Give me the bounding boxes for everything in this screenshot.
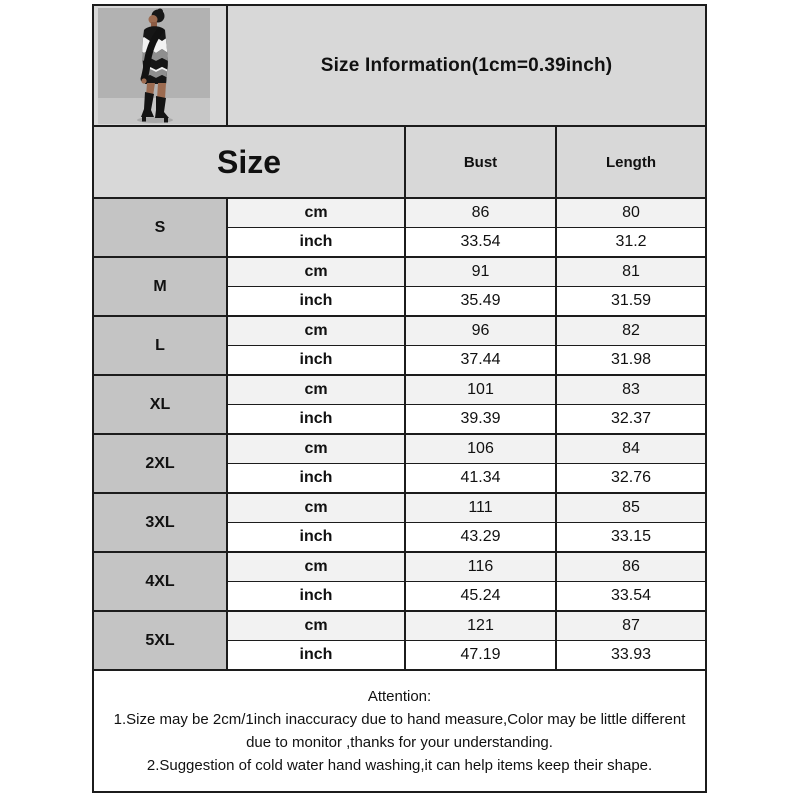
bust-value-cm: 106 <box>404 433 557 464</box>
unit-label-inch: inch <box>226 345 406 376</box>
bust-value-inch: 45.24 <box>404 581 557 612</box>
unit-label-cm: cm <box>226 256 406 287</box>
length-value-cm: 86 <box>554 551 708 582</box>
size-row-2xl-cm: 2XL cm 106 84 <box>92 433 708 494</box>
size-label: 5XL <box>92 610 228 671</box>
size-row-m-inch: inch 35.49 31.59 <box>93 286 708 317</box>
bust-value-cm: 111 <box>404 492 557 523</box>
unit-label-cm: cm <box>226 197 406 228</box>
bust-value-cm: 96 <box>404 315 557 346</box>
bust-value-cm: 91 <box>404 256 557 287</box>
attention-row: Attention: 1.Size may be 2cm/1inch inacc… <box>91 669 708 793</box>
bust-value-cm: 101 <box>404 374 557 405</box>
unit-label-inch: inch <box>226 581 406 612</box>
length-value-cm: 87 <box>554 610 708 641</box>
unit-label-inch: inch <box>226 286 406 317</box>
length-column-header: Length <box>554 125 708 199</box>
bust-value-cm: 121 <box>404 610 557 641</box>
size-label: S <box>92 197 228 258</box>
length-value-inch: 33.54 <box>554 581 708 612</box>
size-row-4xl-cm: 4XL cm 116 86 <box>92 551 708 612</box>
attention-heading: Attention: <box>367 688 432 705</box>
length-value-cm: 84 <box>554 433 708 464</box>
unit-label-inch: inch <box>226 227 406 258</box>
bust-value-cm: 116 <box>404 551 557 582</box>
length-value-cm: 82 <box>554 315 708 346</box>
attention-cell: Attention: 1.Size may be 2cm/1inch inacc… <box>91 669 708 793</box>
image-title-row: Size Information(1cm=0.39inch) <box>92 4 708 127</box>
size-row-3xl-inch: inch 43.29 33.15 <box>93 522 708 553</box>
unit-label-cm: cm <box>226 374 406 405</box>
length-value-inch: 32.37 <box>554 404 708 435</box>
attention-note-line: 2.Suggestion of cold water hand washing,… <box>146 757 653 774</box>
length-value-inch: 31.59 <box>554 286 708 317</box>
length-value-cm: 81 <box>554 256 708 287</box>
bust-value-inch: 35.49 <box>404 286 557 317</box>
unit-label-inch: inch <box>226 640 406 671</box>
size-row-4xl-inch: inch 45.24 33.54 <box>93 581 708 612</box>
unit-label-inch: inch <box>226 463 406 494</box>
column-header-row: Size Bust Length <box>92 125 708 199</box>
length-value-inch: 31.2 <box>554 227 708 258</box>
size-row-5xl-inch: inch 47.19 33.93 <box>93 640 708 671</box>
bust-value-inch: 33.54 <box>404 227 557 258</box>
bust-value-inch: 37.44 <box>404 345 557 376</box>
size-information-title: Size Information(1cm=0.39inch) <box>225 4 708 127</box>
size-row-3xl-cm: 3XL cm 111 85 <box>92 492 708 553</box>
unit-label-inch: inch <box>226 404 406 435</box>
unit-label-cm: cm <box>226 551 406 582</box>
size-row-l-inch: inch 37.44 31.98 <box>93 345 708 376</box>
length-value-inch: 31.98 <box>554 345 708 376</box>
product-image-cell <box>92 4 228 127</box>
length-value-cm: 83 <box>554 374 708 405</box>
bust-value-inch: 41.34 <box>404 463 557 494</box>
unit-label-cm: cm <box>226 433 406 464</box>
bust-value-cm: 86 <box>404 197 557 228</box>
size-label: XL <box>92 374 228 435</box>
attention-note-line: 1.Size may be 2cm/1inch inaccuracy due t… <box>113 711 686 728</box>
bust-value-inch: 43.29 <box>404 522 557 553</box>
size-column-header: Size <box>92 125 406 199</box>
unit-label-cm: cm <box>226 492 406 523</box>
length-value-inch: 33.93 <box>554 640 708 671</box>
size-label: 4XL <box>92 551 228 612</box>
size-label: M <box>92 256 228 317</box>
bust-column-header: Bust <box>404 125 557 199</box>
size-row-5xl-cm: 5XL cm 121 87 <box>92 610 708 671</box>
length-value-cm: 80 <box>554 197 708 228</box>
length-value-inch: 32.76 <box>554 463 708 494</box>
size-label: 2XL <box>92 433 228 494</box>
size-label: 3XL <box>92 492 228 553</box>
size-row-xl-cm: XL cm 101 83 <box>92 374 708 435</box>
attention-note-line: due to monitor ,thanks for your understa… <box>246 734 553 751</box>
size-label: L <box>92 315 228 376</box>
length-value-cm: 85 <box>554 492 708 523</box>
bust-value-inch: 39.39 <box>404 404 557 435</box>
attention-section: Attention: 1.Size may be 2cm/1inch inacc… <box>91 669 708 793</box>
bust-value-inch: 47.19 <box>404 640 557 671</box>
unit-label-cm: cm <box>226 315 406 346</box>
unit-label-cm: cm <box>226 610 406 641</box>
unit-label-inch: inch <box>226 522 406 553</box>
size-table: Size Information(1cm=0.39inch) Size Bust… <box>91 4 708 793</box>
size-row-2xl-inch: inch 41.34 32.76 <box>93 463 708 494</box>
length-value-inch: 33.15 <box>554 522 708 553</box>
table-header-section: Size Information(1cm=0.39inch) Size Bust… <box>92 4 708 199</box>
product-photo <box>98 8 210 124</box>
